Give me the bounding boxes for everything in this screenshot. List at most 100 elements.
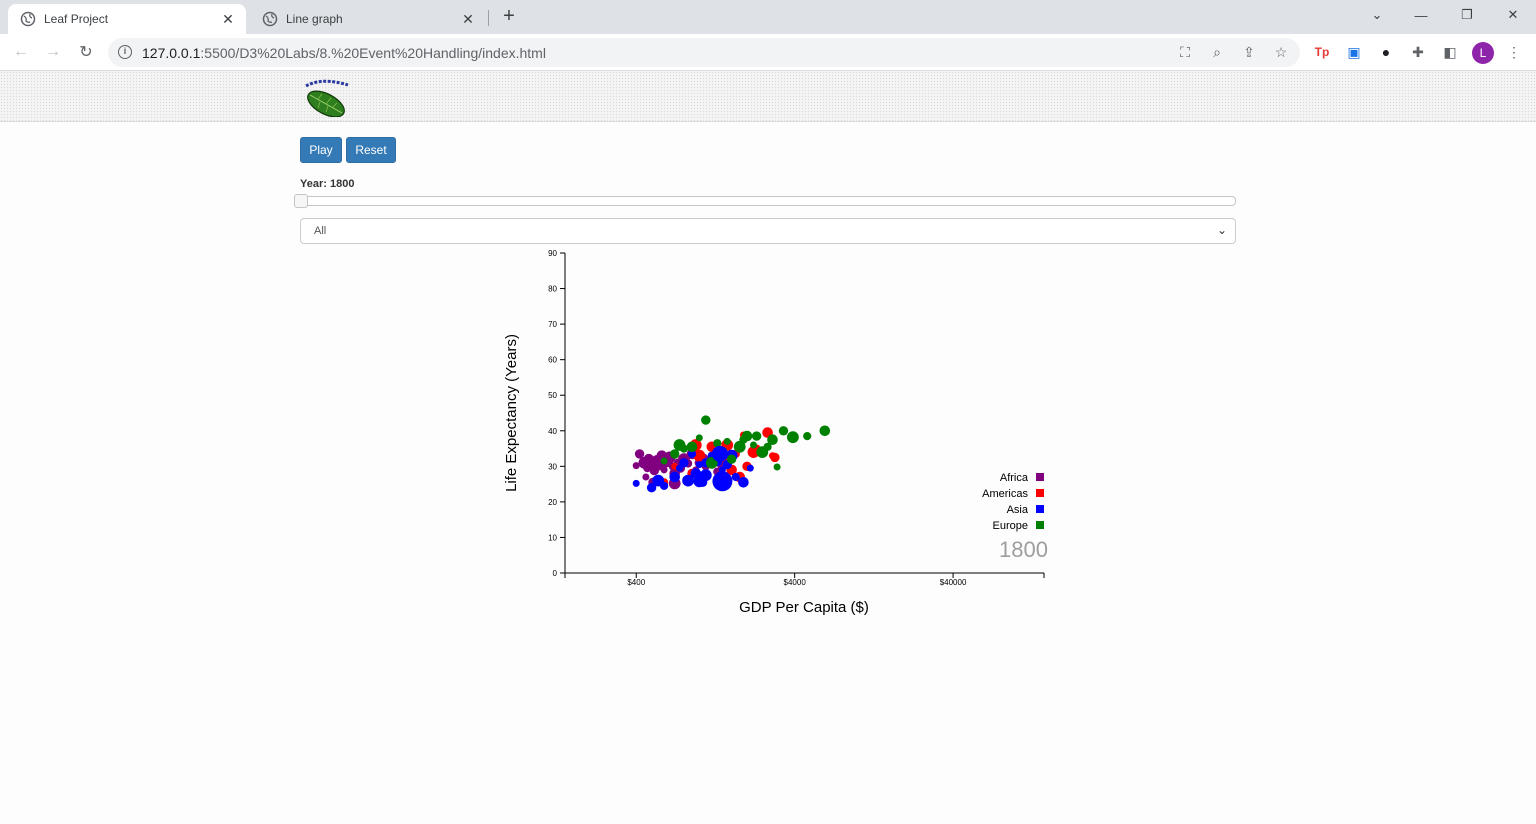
point-asia[interactable]	[669, 471, 680, 483]
side-panel-icon[interactable]: ◧	[1443, 43, 1457, 60]
menu-kebab-icon[interactable]: ⋮	[1507, 43, 1521, 60]
point-asia[interactable]	[693, 475, 706, 488]
point-americas[interactable]	[734, 471, 745, 483]
zoom-icon[interactable]: ⌕	[1213, 43, 1221, 60]
point-europe[interactable]	[803, 432, 812, 441]
share-icon[interactable]: ⇪	[1243, 43, 1255, 60]
tab-line-graph[interactable]: Line graph ✕	[250, 4, 486, 34]
point-asia[interactable]	[687, 449, 697, 458]
point-africa[interactable]	[634, 449, 645, 459]
point-europe[interactable]	[701, 415, 711, 425]
point-europe[interactable]	[717, 446, 728, 458]
minimize-icon[interactable]: —	[1414, 7, 1428, 23]
point-europe[interactable]	[750, 441, 757, 449]
point-asia[interactable]	[699, 469, 712, 482]
point-asia[interactable]	[676, 464, 683, 472]
point-africa[interactable]	[632, 462, 640, 470]
point-asia[interactable]	[746, 464, 754, 472]
point-africa[interactable]	[642, 473, 650, 481]
point-asia[interactable]	[722, 459, 732, 470]
point-asia[interactable]	[701, 458, 711, 468]
point-asia[interactable]	[712, 471, 733, 492]
point-americas[interactable]	[721, 439, 734, 451]
play-button[interactable]: Play	[300, 137, 342, 163]
point-americas[interactable]	[706, 441, 718, 453]
point-europe[interactable]	[741, 430, 753, 442]
wordpress-extension-icon[interactable]: ●	[1381, 44, 1391, 60]
close-window-icon[interactable]: ✕	[1507, 7, 1519, 22]
point-africa[interactable]	[643, 453, 655, 465]
continent-filter-select[interactable]: All ⌄	[300, 218, 1236, 244]
year-slider-handle[interactable]	[294, 194, 308, 208]
tp-extension-icon[interactable]: Tp	[1314, 45, 1330, 59]
point-africa[interactable]	[656, 450, 668, 462]
point-africa[interactable]	[643, 464, 652, 473]
year-slider[interactable]	[300, 196, 1236, 206]
reset-button[interactable]: Reset	[346, 137, 396, 163]
point-asia[interactable]	[712, 455, 723, 467]
point-africa[interactable]	[651, 455, 663, 467]
point-asia[interactable]	[632, 479, 640, 487]
point-africa[interactable]	[648, 461, 656, 469]
point-africa[interactable]	[717, 459, 728, 470]
profile-avatar[interactable]: L	[1472, 42, 1494, 64]
point-europe[interactable]	[778, 426, 789, 436]
point-europe[interactable]	[713, 439, 722, 448]
point-americas[interactable]	[742, 461, 752, 471]
point-asia[interactable]	[718, 466, 726, 474]
point-africa[interactable]	[696, 453, 709, 466]
tab-leaf-project[interactable]: Leaf Project ✕	[8, 4, 246, 34]
point-europe[interactable]	[763, 442, 772, 451]
point-africa[interactable]	[663, 451, 676, 464]
restore-icon[interactable]: ❐	[1461, 7, 1473, 22]
point-europe[interactable]	[723, 437, 731, 445]
point-europe[interactable]	[705, 456, 718, 469]
point-asia[interactable]	[695, 461, 703, 469]
point-africa[interactable]	[701, 462, 710, 471]
point-americas[interactable]	[671, 462, 679, 470]
point-europe[interactable]	[787, 431, 799, 444]
point-asia[interactable]	[725, 449, 738, 462]
point-africa[interactable]	[669, 468, 680, 479]
point-americas[interactable]	[739, 431, 747, 439]
new-tab-plus-icon[interactable]: +	[503, 5, 515, 27]
point-americas[interactable]	[731, 449, 740, 458]
point-europe[interactable]	[660, 457, 668, 465]
point-americas[interactable]	[769, 452, 776, 460]
address-bar[interactable]: i 127.0.0.1:5500/D3%20Labs/8.%20Event%20…	[108, 38, 1300, 67]
point-americas[interactable]	[701, 458, 710, 467]
point-africa[interactable]	[655, 462, 664, 471]
screen-extension-icon[interactable]: ▣	[1347, 43, 1361, 60]
point-europe[interactable]	[739, 435, 748, 444]
point-africa[interactable]	[648, 477, 658, 487]
point-africa[interactable]	[692, 466, 700, 474]
point-europe[interactable]	[767, 434, 778, 446]
tab-close-icon[interactable]: ✕	[222, 10, 234, 27]
site-info-icon[interactable]: i	[118, 45, 132, 59]
point-americas[interactable]	[747, 446, 760, 458]
point-americas[interactable]	[752, 444, 761, 453]
point-europe[interactable]	[673, 439, 686, 451]
point-africa[interactable]	[638, 456, 651, 469]
point-americas[interactable]	[660, 478, 669, 487]
point-asia[interactable]	[660, 481, 669, 490]
point-asia[interactable]	[711, 445, 728, 462]
point-asia[interactable]	[697, 477, 708, 487]
tab-search-chevron-icon[interactable]: ⌄	[1371, 7, 1383, 22]
point-africa[interactable]	[694, 458, 704, 468]
point-asia[interactable]	[690, 468, 702, 479]
point-africa[interactable]	[706, 455, 718, 467]
point-europe[interactable]	[679, 444, 689, 453]
point-asia[interactable]	[682, 474, 694, 487]
bookmark-star-icon[interactable]: ☆	[1274, 43, 1288, 60]
point-asia[interactable]	[652, 474, 665, 487]
point-europe[interactable]	[726, 454, 737, 464]
point-africa[interactable]	[668, 462, 677, 471]
point-africa[interactable]	[713, 467, 722, 476]
point-americas[interactable]	[717, 454, 728, 464]
point-americas[interactable]	[713, 479, 721, 487]
point-africa[interactable]	[660, 466, 668, 474]
point-asia[interactable]	[679, 458, 689, 468]
point-asia[interactable]	[707, 451, 716, 460]
point-europe[interactable]	[670, 449, 680, 459]
